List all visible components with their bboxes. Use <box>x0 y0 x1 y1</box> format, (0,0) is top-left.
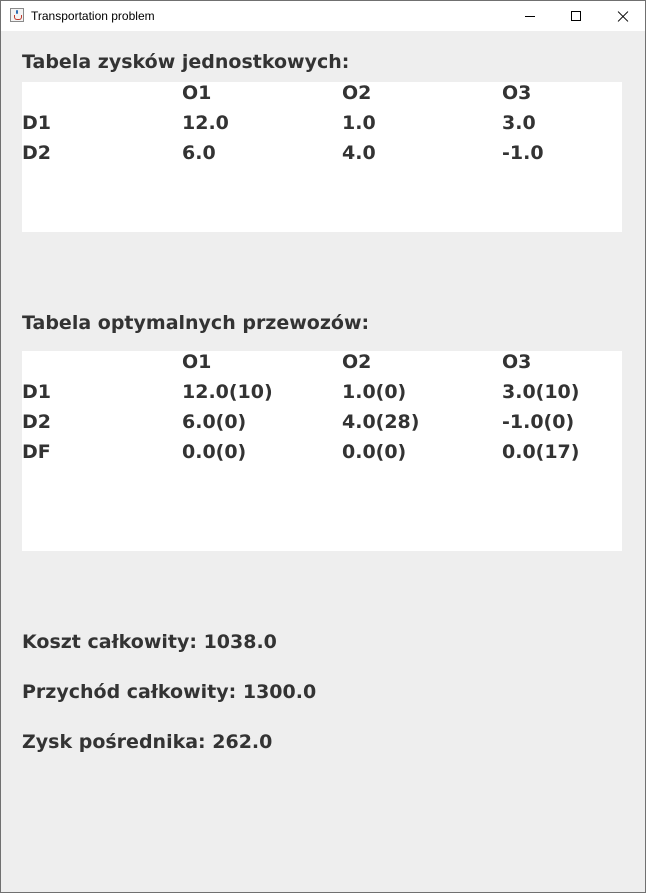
table-cell: 1.0 <box>342 112 376 134</box>
table-cell: 4.0 <box>342 142 376 164</box>
content-panel: Tabela zysków jednostkowych: O1 O2 O3 D1… <box>1 31 645 892</box>
minimize-button[interactable] <box>507 1 553 31</box>
column-header: O3 <box>502 351 532 373</box>
table-cell: 3.0(10) <box>502 381 580 403</box>
column-header: O3 <box>502 82 532 104</box>
window-title: Transportation problem <box>31 9 155 23</box>
optimal-transport-table-heading: Tabela optymalnych przewozów: <box>22 312 370 334</box>
column-header: O2 <box>342 351 372 373</box>
table-cell: 12.0 <box>182 112 229 134</box>
table-cell: 0.0(17) <box>502 441 580 463</box>
column-header: O1 <box>182 82 212 104</box>
table-cell: 0.0(0) <box>182 441 247 463</box>
table-cell: 4.0(28) <box>342 411 420 433</box>
table-cell: 0.0(0) <box>342 441 407 463</box>
java-cup-icon <box>10 8 24 22</box>
table-cell: 6.0(0) <box>182 411 247 433</box>
row-label: D2 <box>22 411 51 433</box>
total-revenue-label: Przychód całkowity: 1300.0 <box>22 681 317 703</box>
row-label: D2 <box>22 142 51 164</box>
table-cell: 3.0 <box>502 112 536 134</box>
broker-profit-label: Zysk pośrednika: 262.0 <box>22 731 273 753</box>
unit-profit-table: O1 O2 O3 D1 12.0 1.0 3.0 D2 6.0 4.0 -1.0 <box>22 82 622 232</box>
title-bar[interactable]: Transportation problem <box>1 1 645 31</box>
column-header: O2 <box>342 82 372 104</box>
row-label: DF <box>22 441 51 463</box>
table-cell: -1.0(0) <box>502 411 575 433</box>
row-label: D1 <box>22 381 51 403</box>
unit-profit-table-heading: Tabela zysków jednostkowych: <box>22 51 350 73</box>
table-cell: 12.0(10) <box>182 381 273 403</box>
table-cell: 1.0(0) <box>342 381 407 403</box>
column-header: O1 <box>182 351 212 373</box>
total-cost-label: Koszt całkowity: 1038.0 <box>22 631 277 653</box>
table-cell: 6.0 <box>182 142 216 164</box>
maximize-button[interactable] <box>553 1 599 31</box>
close-button[interactable] <box>599 1 645 31</box>
row-label: D1 <box>22 112 51 134</box>
optimal-transport-table: O1 O2 O3 D1 12.0(10) 1.0(0) 3.0(10) D2 6… <box>22 351 622 551</box>
table-cell: -1.0 <box>502 142 544 164</box>
